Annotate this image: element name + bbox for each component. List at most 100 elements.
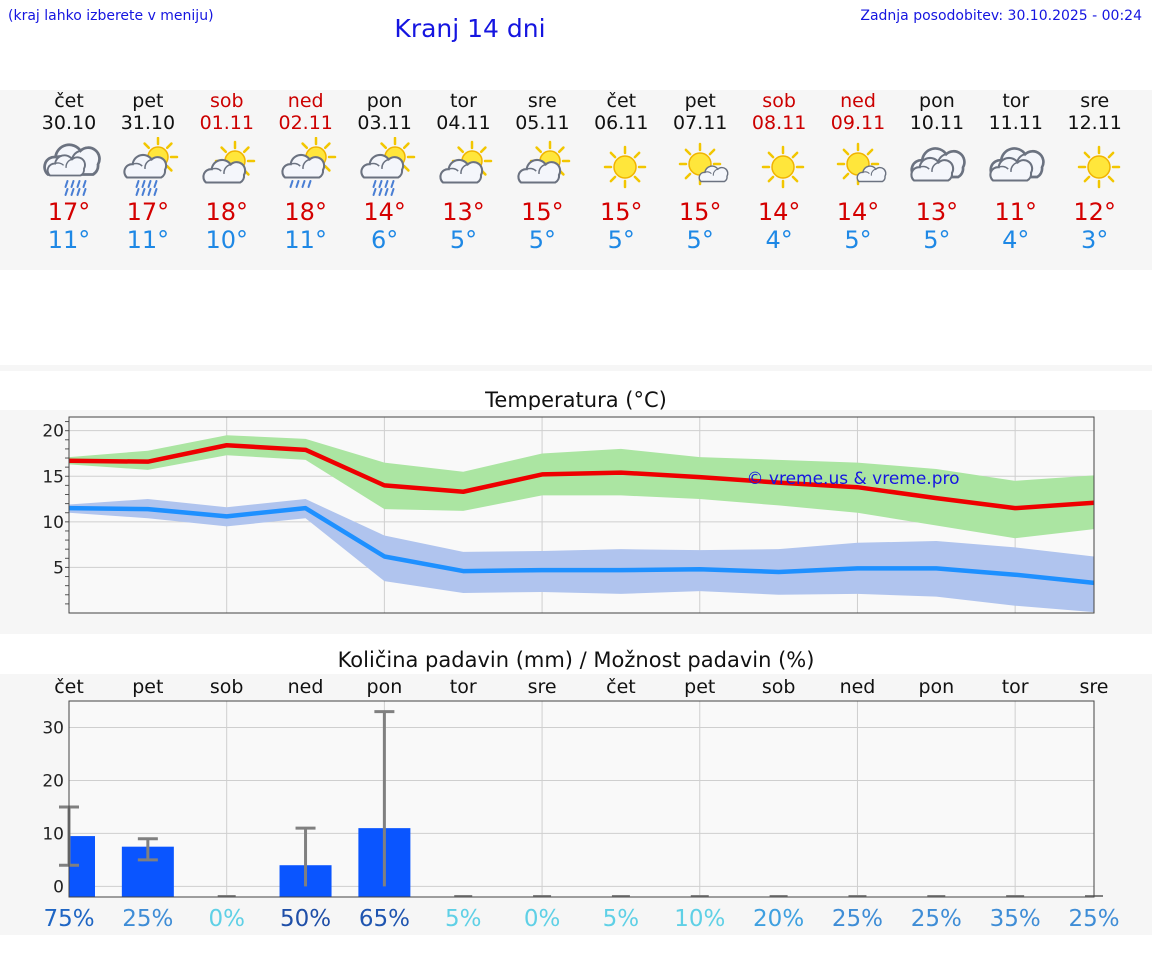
day-date: 31.10 [120, 112, 176, 134]
day-label: tor [1002, 676, 1029, 698]
day-name: pon [919, 90, 955, 112]
precip-probability: 65% [359, 906, 410, 932]
precip-probability: 0% [524, 906, 561, 932]
precip-probability: 10% [674, 906, 725, 932]
weather-icon-wrap [187, 136, 267, 198]
day-label: pet [132, 676, 163, 698]
max-temp: 14° [757, 198, 801, 226]
weather-icon-wrap [345, 136, 425, 198]
weather-icon-wrap [897, 136, 977, 198]
day-name: sre [527, 90, 557, 112]
forecast-day: čet 30.10 17° 11° [29, 90, 109, 254]
location-hint: (kraj lahko izberete v meniju) [8, 8, 214, 24]
weather-icon-wrap [29, 136, 109, 198]
precip-probability: 5% [603, 906, 640, 932]
precip-probability: 25% [832, 906, 883, 932]
max-temp: 14° [836, 198, 880, 226]
min-temp: 5° [528, 226, 557, 254]
precip-probability: 5% [445, 906, 482, 932]
max-temp: 18° [205, 198, 249, 226]
min-temp: 5° [923, 226, 951, 254]
max-temp: 15° [521, 198, 564, 226]
precip-chart-title: Količina padavin (mm) / Možnost padavin … [337, 648, 815, 672]
day-label: ned [288, 676, 324, 698]
watermark: © vreme.us & vreme.pro [746, 469, 959, 489]
sun-small-cloud-icon [678, 142, 729, 186]
cloud-icon [989, 147, 1045, 182]
day-date: 12.11 [1067, 112, 1122, 134]
precip-probability: 75% [43, 906, 94, 932]
forecast-day: sre 12.11 12° 3° [1055, 90, 1135, 254]
forecast-day: ned 09.11 14° 5° [818, 90, 898, 254]
day-name: tor [1002, 90, 1030, 112]
temperature-chart-title: Temperatura (°C) [485, 388, 667, 412]
precip-probability: 0% [208, 906, 245, 932]
day-name: pet [132, 90, 164, 112]
forecast-day: pon 03.11 14° 6° [345, 90, 425, 254]
plot-frame [68, 700, 1095, 898]
sun-icon [761, 145, 805, 189]
weather-icon-wrap [739, 136, 819, 198]
min-temp: 4° [765, 226, 793, 254]
page-title: Kranj 14 dni [394, 14, 546, 43]
day-date: 06.11 [594, 112, 649, 134]
min-temp: 6° [370, 226, 399, 254]
temperature-chart: 5 10 15 20 © vreme.us & vreme.pro [42, 416, 1095, 614]
y-tick-label: 30 [42, 718, 64, 738]
plot-frame [68, 416, 1095, 614]
precipitation-chart: 0 10 20 30 čet pet sob ned pon tor sre čet pet sob ned… [42, 676, 1119, 932]
forecast-day: ned 02.11 18° 11° [266, 90, 346, 254]
precip-probability: 35% [990, 906, 1041, 932]
sun-cloud-icon [438, 140, 492, 184]
day-label: pon [367, 676, 403, 698]
max-temp: 13° [442, 198, 485, 226]
day-date: 04.11 [436, 112, 491, 134]
day-date: 01.11 [199, 112, 254, 134]
max-temp: 14° [363, 198, 406, 226]
max-temp-line [68, 443, 1095, 511]
min-temp: 4° [1002, 226, 1030, 254]
day-name: tor [450, 90, 477, 112]
forecast-days: čet 30.10 17° 11° pet 31.10 17° 11° sob 01.11 18° 1… [0, 90, 1152, 270]
min-temp: 5° [607, 226, 635, 254]
last-updated: Zadnja posodobitev: 30.10.2025 - 00:24 [860, 8, 1142, 24]
max-temp: 11° [994, 198, 1038, 226]
sun-cloud-icon [202, 140, 256, 184]
weather-icon-wrap [502, 136, 582, 198]
day-date: 30.10 [41, 112, 97, 134]
day-label: čet [54, 676, 84, 698]
max-temp: 17° [47, 198, 91, 226]
y-tick-label: 5 [53, 558, 64, 578]
precip-probability: 25% [911, 906, 962, 932]
divider [0, 365, 1152, 371]
day-label: pet [684, 676, 715, 698]
forecast-day: tor 11.11 11° 4° [976, 90, 1056, 254]
day-label: pon [918, 676, 954, 698]
day-name: sre [1080, 90, 1110, 112]
day-name: sob [762, 90, 796, 112]
day-name: pet [684, 90, 716, 112]
day-name: čet [54, 90, 84, 112]
y-tick-label: 10 [42, 513, 64, 533]
precip-probability: 20% [753, 906, 804, 932]
max-temp: 15° [600, 198, 643, 226]
forecast-day: sob 08.11 14° 4° [739, 90, 819, 254]
min-temp: 3° [1081, 226, 1109, 254]
max-temp: 17° [126, 198, 170, 226]
min-temp: 11° [284, 226, 327, 254]
max-temp: 18° [284, 198, 327, 226]
day-date: 05.11 [515, 112, 570, 134]
day-label: sob [210, 676, 244, 698]
weather-icon-wrap [424, 136, 504, 198]
min-range-band [69, 499, 1094, 613]
precip-probability: 50% [280, 906, 331, 932]
y-tick-label: 15 [42, 467, 64, 487]
y-tick-label: 0 [53, 877, 64, 897]
min-temp-line [68, 505, 1095, 586]
day-label: čet [606, 676, 636, 698]
day-date: 07.11 [672, 112, 728, 134]
day-date: 11.11 [988, 112, 1043, 134]
weather-icon-wrap [266, 136, 346, 198]
min-temp: 5° [449, 226, 478, 254]
max-temp: 12° [1073, 198, 1116, 226]
